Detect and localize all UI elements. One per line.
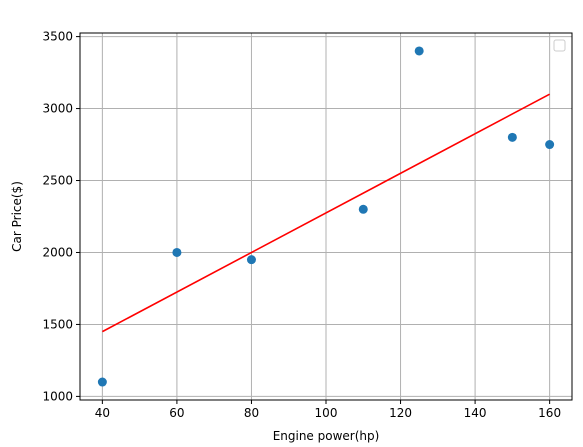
y-axis: 1000 1500 2000 2500 3000 3500 [42,30,80,403]
y-tick-label: 3000 [42,102,73,116]
x-axis-label: Engine power(hp) [273,429,380,443]
y-tick-label: 2500 [42,174,73,188]
x-tick-label: 140 [464,406,487,420]
y-axis-label: Car Price($) [10,181,24,252]
y-tick-label: 1000 [42,389,73,403]
data-point [507,132,517,142]
data-point [414,46,424,56]
y-tick-label: 1500 [42,317,73,331]
x-tick-label: 100 [315,406,338,420]
data-point [97,377,107,387]
grid [80,33,572,400]
data-point [358,204,368,214]
scatter-points [97,46,555,387]
fit-line-layer [101,93,551,333]
data-point [172,247,182,257]
data-point [545,140,555,150]
fit-line [101,93,551,333]
x-tick-label: 60 [169,406,184,420]
legend-box [553,39,566,52]
y-tick-label: 2000 [42,245,73,259]
y-tick-label: 3500 [42,30,73,44]
x-tick-label: 40 [95,406,110,420]
data-point [246,255,256,265]
x-axis: 40 60 80 100 120 140 160 [95,400,561,420]
x-tick-label: 160 [538,406,561,420]
x-tick-label: 80 [244,406,259,420]
x-tick-label: 120 [389,406,412,420]
